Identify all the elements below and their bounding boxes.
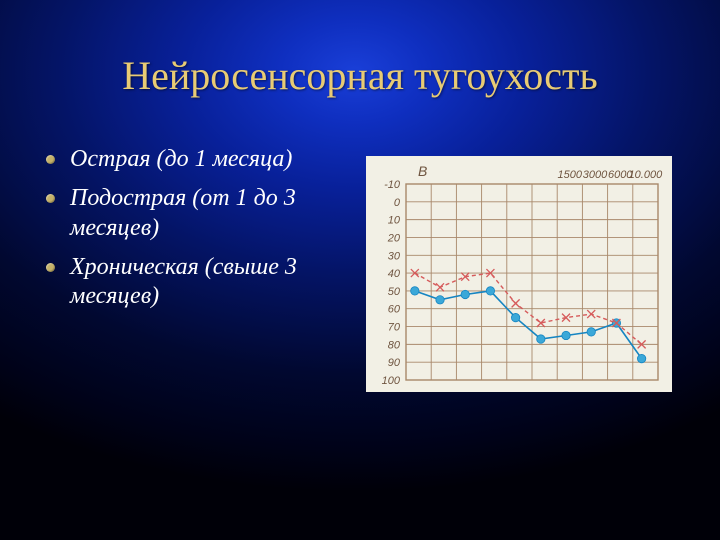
page-title: Нейросенсорная тугоухость — [0, 52, 720, 99]
bullet-text: Хроническая (свыше 3 месяцев) — [70, 254, 297, 309]
list-item: Хроническая (свыше 3 месяцев) — [42, 253, 342, 312]
list-item: Острая (до 1 месяца) — [42, 145, 342, 174]
svg-text:3000: 3000 — [583, 169, 608, 181]
svg-text:100: 100 — [382, 375, 401, 387]
list-item: Подострая (от 1 до 3 месяцев) — [42, 184, 342, 243]
svg-text:40: 40 — [388, 268, 401, 280]
svg-text:-10: -10 — [384, 179, 401, 191]
bullet-text: Острая (до 1 месяца) — [70, 146, 292, 172]
audiogram-chart: -10010203040506070809010015003000600010.… — [366, 156, 672, 392]
bullet-list: Острая (до 1 месяца) Подострая (от 1 до … — [42, 145, 342, 321]
svg-text:70: 70 — [388, 322, 401, 334]
slide: Нейросенсорная тугоухость Острая (до 1 м… — [0, 0, 720, 540]
svg-text:10: 10 — [388, 215, 401, 227]
bullet-text: Подострая (от 1 до 3 месяцев) — [70, 185, 296, 240]
svg-text:10.000: 10.000 — [629, 169, 664, 181]
svg-text:20: 20 — [387, 232, 401, 244]
svg-text:60: 60 — [388, 304, 401, 316]
svg-text:0: 0 — [394, 197, 401, 209]
svg-text:30: 30 — [388, 250, 401, 262]
svg-text:80: 80 — [388, 339, 401, 351]
svg-text:50: 50 — [388, 286, 401, 298]
svg-text:90: 90 — [388, 357, 401, 369]
svg-text:B: B — [418, 163, 427, 179]
svg-text:1500: 1500 — [558, 169, 583, 181]
